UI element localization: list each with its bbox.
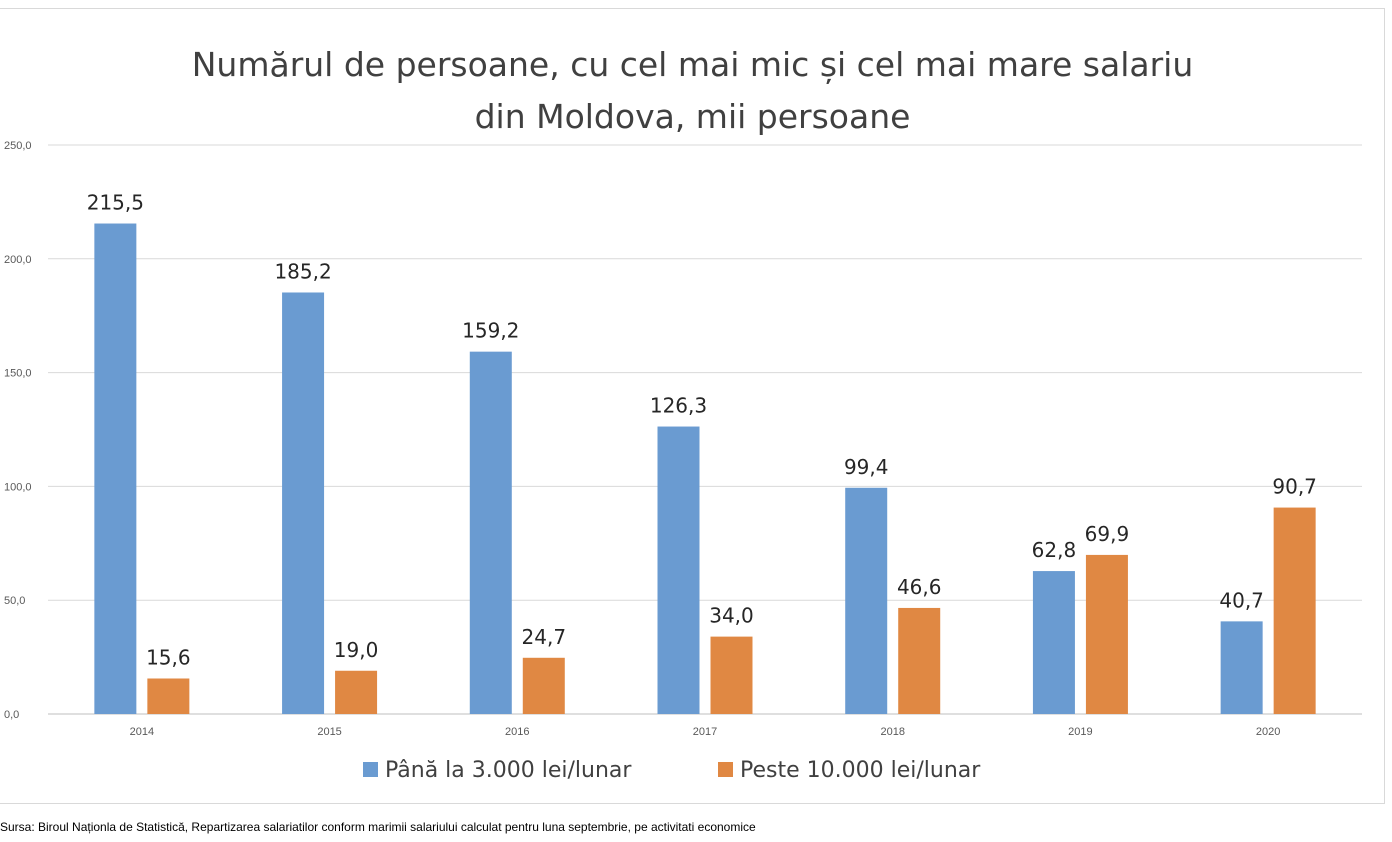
bar-over-10000-2017 [710,636,753,714]
data-label: 99,4 [844,455,889,479]
data-label: 34,0 [709,604,754,628]
data-label: 159,2 [462,319,519,343]
x-tick-label: 2014 [130,726,154,738]
x-tick-label: 2020 [1256,726,1280,738]
y-tick-label: 200,0 [4,254,32,266]
bar-over-10000-2015 [335,670,378,714]
bar-under-3000-2014 [94,223,137,714]
y-tick-label: 0,0 [4,709,19,721]
y-tick-label: 50,0 [4,595,25,607]
legend-swatch-under-3000 [363,762,378,777]
data-label: 19,0 [334,638,379,662]
bar-under-3000-2018 [845,487,888,714]
bar-under-3000-2016 [469,351,512,714]
y-tick-label: 150,0 [4,368,32,380]
bar-over-10000-2016 [522,657,565,714]
bar-under-3000-2017 [657,426,700,714]
bar-over-10000-2020 [1273,507,1316,714]
data-label: 90,7 [1272,475,1317,499]
bar-over-10000-2018 [898,607,941,714]
bar-under-3000-2020 [1220,621,1263,714]
chart-title-line-1: Numărul de persoane, cu cel mai mic și c… [191,45,1194,84]
data-label: 24,7 [522,625,567,649]
y-tick-label: 250,0 [4,140,32,152]
bar-under-3000-2019 [1032,571,1075,714]
bar-over-10000-2019 [1085,554,1128,714]
data-label: 40,7 [1219,588,1264,612]
x-tick-label: 2015 [317,726,341,738]
source-note: Sursa: Biroul Naționla de Statistică, Re… [0,820,756,834]
bar-under-3000-2015 [282,292,325,714]
legend-swatch-over-10000 [718,762,733,777]
y-tick-label: 100,0 [4,481,32,493]
data-label: 215,5 [87,191,144,215]
data-label: 62,8 [1032,538,1077,562]
x-tick-label: 2018 [880,726,904,738]
data-label: 185,2 [274,259,331,283]
data-label: 69,9 [1085,522,1130,546]
x-tick-label: 2017 [693,726,717,738]
x-tick-label: 2019 [1068,726,1092,738]
data-label: 15,6 [146,645,191,669]
chart-title-line-2: din Moldova, mii persoane [474,97,911,136]
chart-title: Numărul de persoane, cu cel mai mic și c… [0,39,1385,143]
data-label: 126,3 [650,394,707,418]
bar-over-10000-2014 [147,678,190,714]
x-tick-label: 2016 [505,726,529,738]
legend-label-under-3000: Până la 3.000 lei/lunar [385,758,632,783]
legend-label-over-10000: Peste 10.000 lei/lunar [740,758,981,783]
data-label: 46,6 [897,575,942,599]
